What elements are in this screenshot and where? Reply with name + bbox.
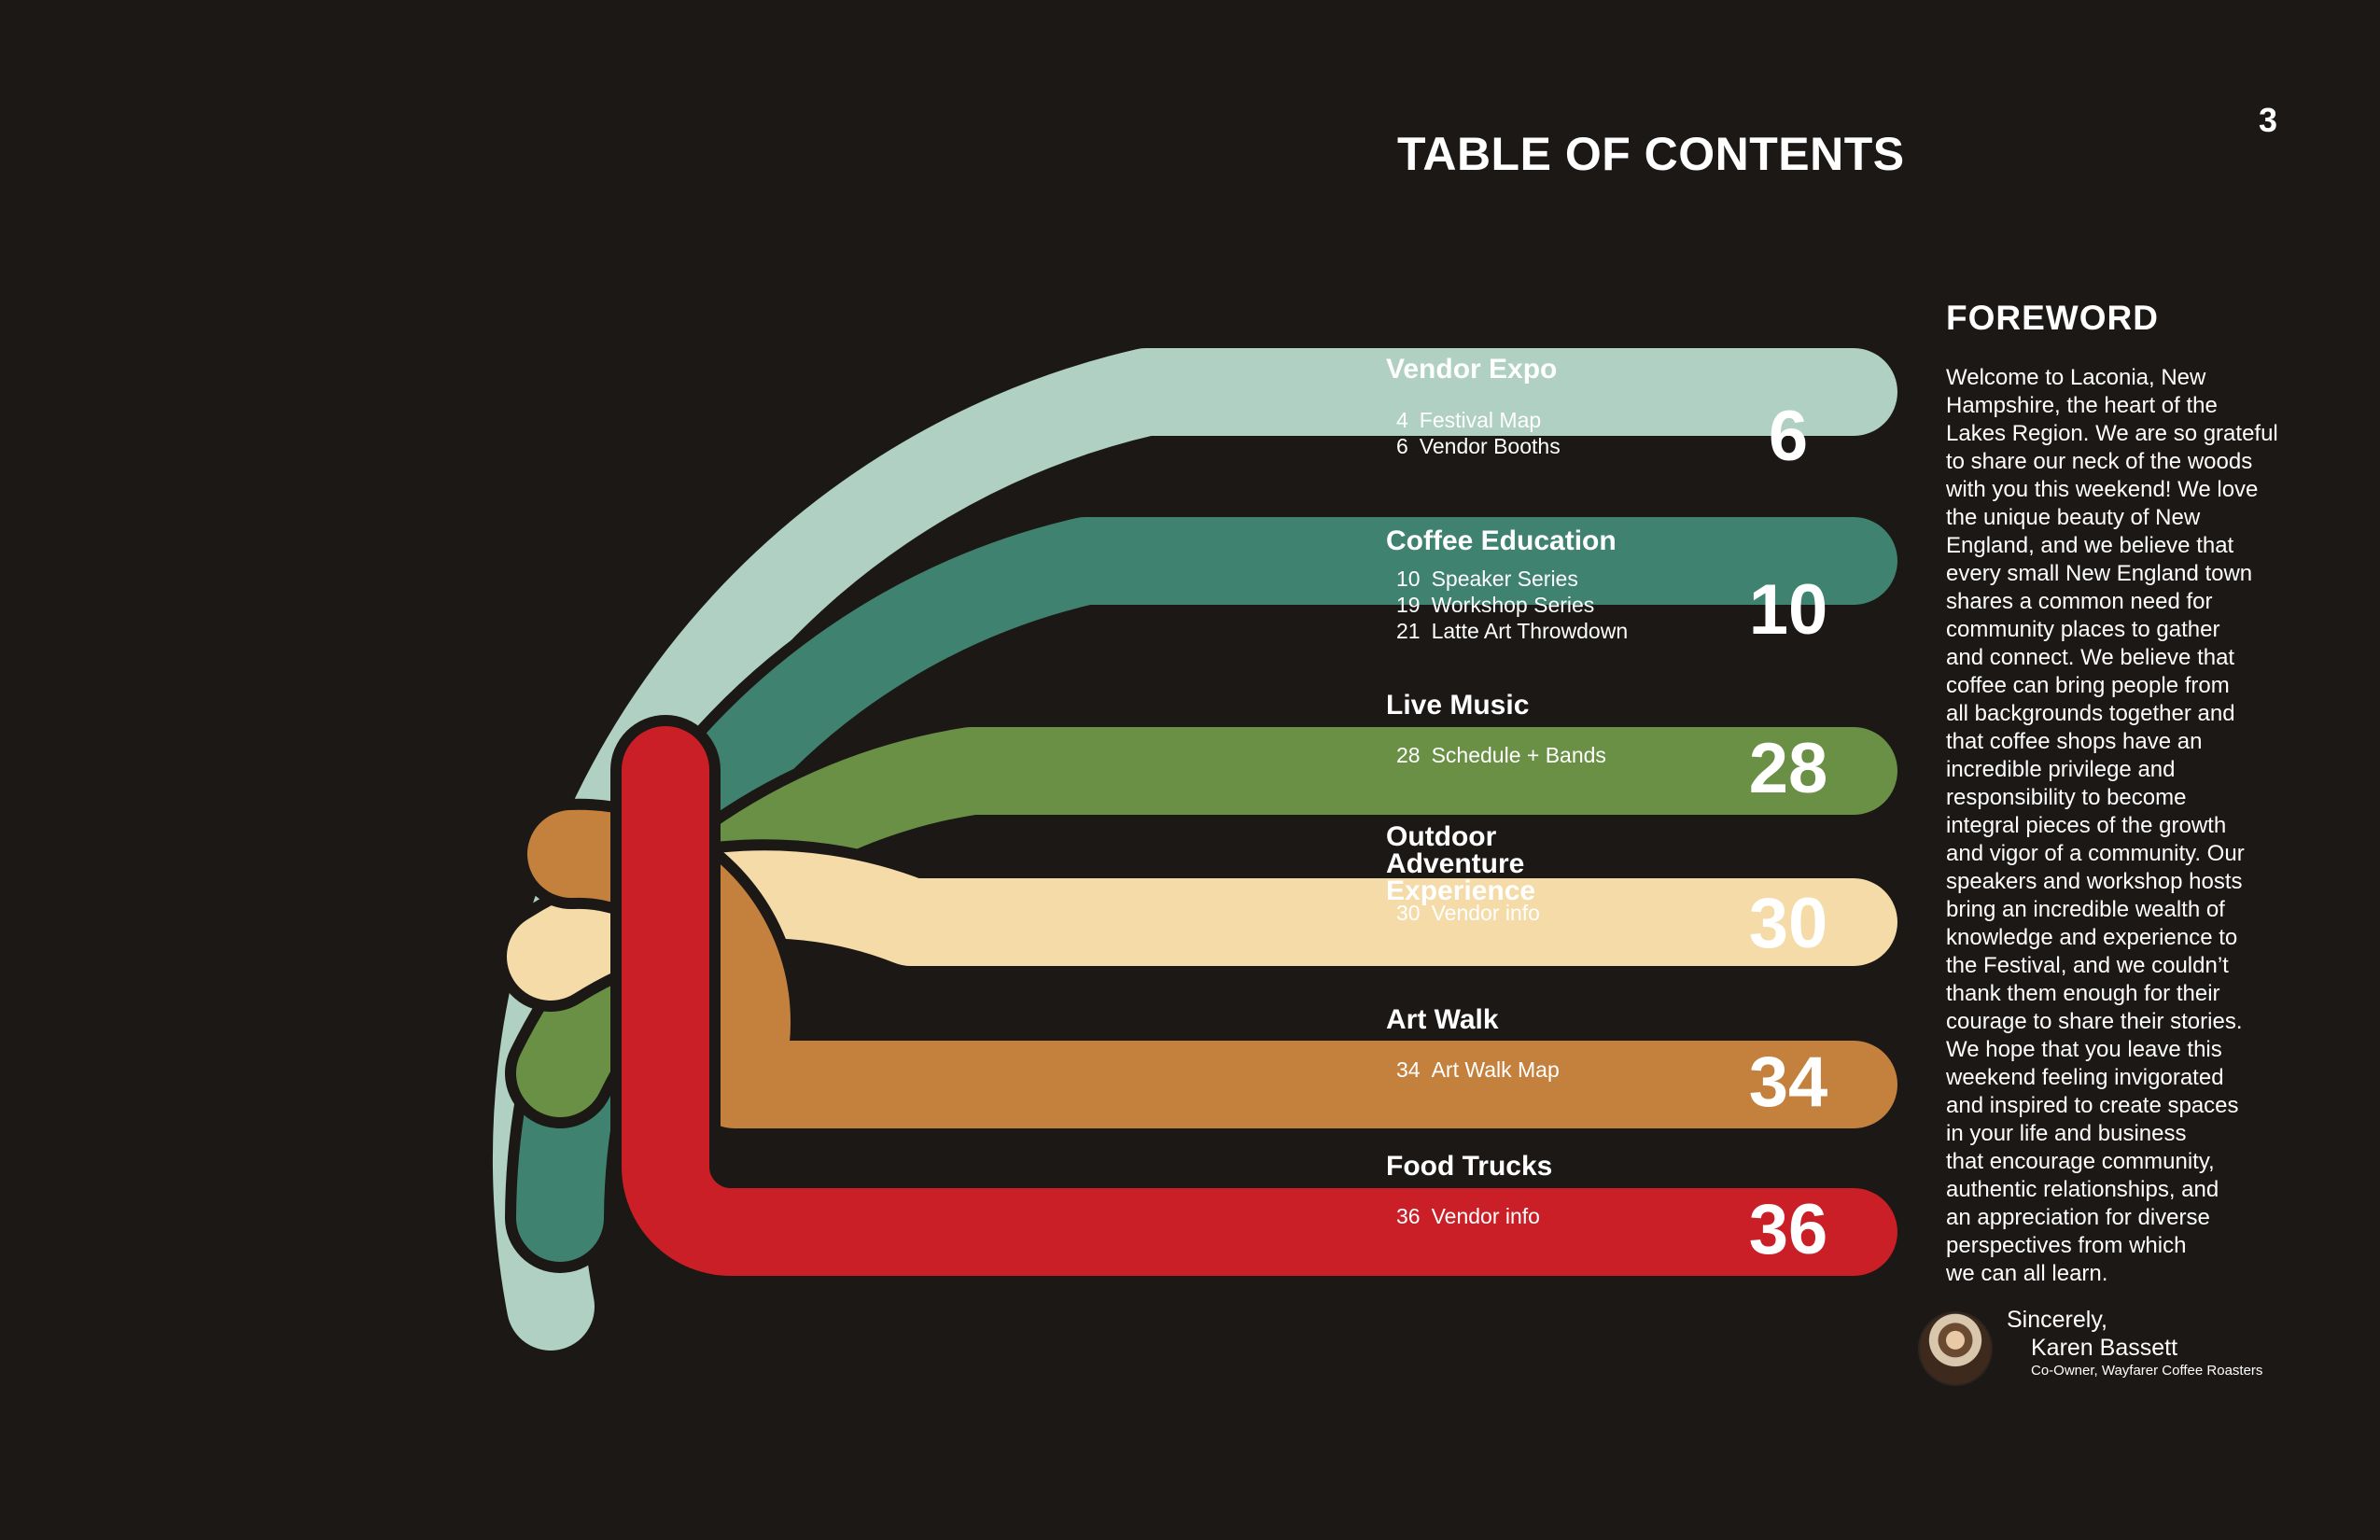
section-items: 4 Festival Map 6 Vendor Booths — [1396, 407, 1561, 459]
toc-entry[interactable]: 34 Art Walk Map — [1396, 1057, 1560, 1083]
entry-page: 21 — [1396, 619, 1421, 643]
foreword-line: courage to share their stories. — [1946, 1009, 2243, 1034]
entry-label: Vendor Booths — [1419, 434, 1561, 458]
foreword-line: that encourage community, — [1946, 1149, 2215, 1174]
section-title: Vendor Expo — [1386, 354, 1558, 385]
foreword-line: and vigor of a community. Our — [1946, 841, 2245, 866]
toc-entry[interactable]: 36 Vendor info — [1396, 1203, 1540, 1229]
foreword-line: that coffee shops have an — [1946, 729, 2203, 754]
foreword-heading: FOREWORD — [1946, 299, 2159, 337]
toc-entry[interactable]: 28 Schedule + Bands — [1396, 742, 1606, 768]
foreword-line: to share our neck of the woods — [1946, 449, 2253, 474]
entry-page: 30 — [1396, 901, 1421, 925]
foreword-line: and connect. We believe that — [1946, 645, 2235, 670]
entry-page: 10 — [1396, 567, 1421, 591]
toc-title: TABLE OF CONTENTS — [1397, 128, 1905, 180]
foreword-line: and inspired to create spaces — [1946, 1093, 2239, 1118]
foreword-line: all backgrounds together and — [1946, 701, 2235, 726]
entry-page: 34 — [1396, 1057, 1421, 1082]
toc-entry[interactable]: 30 Vendor info — [1396, 900, 1540, 926]
page-number: 3 — [2258, 101, 2277, 139]
entry-label: Art Walk Map — [1431, 1057, 1560, 1082]
section-title: Art Walk — [1386, 1004, 1499, 1035]
signoff: Sincerely, — [2007, 1307, 2107, 1333]
foreword-line: Hampshire, the heart of the — [1946, 393, 2218, 418]
section-title: Live Music — [1386, 690, 1530, 721]
foreword-line: we can all learn. — [1946, 1261, 2108, 1286]
author-avatar — [1918, 1311, 1993, 1386]
toc-entry[interactable]: 19 Workshop Series — [1396, 592, 1628, 618]
foreword-line: shares a common need for — [1946, 589, 2213, 614]
toc-entry[interactable]: 21 Latte Art Throwdown — [1396, 618, 1628, 644]
foreword-line: thank them enough for their — [1946, 981, 2220, 1006]
section-items: 30 Vendor info — [1396, 900, 1540, 926]
foreword-line: responsibility to become — [1946, 785, 2187, 810]
foreword-line: Welcome to Laconia, New — [1946, 365, 2206, 390]
foreword-line: speakers and workshop hosts — [1946, 869, 2243, 894]
signer-role: Co-Owner, Wayfarer Coffee Roasters — [2031, 1363, 2263, 1379]
foreword-line: every small New England town — [1946, 561, 2253, 586]
foreword-body: Welcome to Laconia, New Hampshire, the he… — [1946, 364, 2301, 1288]
entry-label: Schedule + Bands — [1431, 743, 1606, 767]
entry-label: Vendor info — [1431, 901, 1540, 925]
foreword-line: authentic relationships, and — [1946, 1177, 2219, 1202]
entry-page: 19 — [1396, 593, 1421, 617]
foreword-line: incredible privilege and — [1946, 757, 2176, 782]
foreword-line: bring an incredible wealth of — [1946, 897, 2225, 922]
entry-label: Speaker Series — [1431, 567, 1578, 591]
foreword-line: perspectives from which — [1946, 1233, 2187, 1258]
foreword-line: an appreciation for diverse — [1946, 1205, 2210, 1230]
signer-name: Karen Bassett — [2031, 1335, 2178, 1361]
section-items: 28 Schedule + Bands — [1396, 742, 1606, 768]
entry-label: Latte Art Throwdown — [1431, 619, 1629, 643]
foreword-line: the Festival, and we couldn’t — [1946, 953, 2229, 978]
section-title: Food Trucks — [1386, 1151, 1553, 1182]
foreword-line: We hope that you leave this — [1946, 1037, 2222, 1062]
entry-page: 4 — [1396, 408, 1408, 432]
foreword-line: community places to gather — [1946, 617, 2220, 642]
section-page-number: 10 — [1748, 570, 1828, 650]
foreword-line: England, and we believe that — [1946, 533, 2234, 558]
entry-label: Festival Map — [1419, 408, 1542, 432]
section-page-number: 28 — [1748, 729, 1828, 808]
section-page-number: 36 — [1748, 1190, 1828, 1269]
toc-entry[interactable]: 4 Festival Map — [1396, 407, 1561, 433]
section-page-number: 34 — [1748, 1043, 1828, 1122]
foreword-line: in your life and business — [1946, 1121, 2187, 1146]
entry-label: Workshop Series — [1431, 593, 1595, 617]
foreword-line: the unique beauty of New — [1946, 505, 2201, 530]
section-page-number: 30 — [1748, 884, 1828, 963]
foreword-line: coffee can bring people from — [1946, 673, 2230, 698]
foreword-line: Lakes Region. We are so grateful — [1946, 421, 2278, 446]
toc-entry[interactable]: 10 Speaker Series — [1396, 566, 1628, 592]
section-items: 10 Speaker Series 19 Workshop Series 21 Lat… — [1396, 566, 1628, 644]
foreword-line: integral pieces of the growth — [1946, 813, 2227, 838]
section-page-number: 6 — [1768, 397, 1809, 476]
section-title: Coffee Education — [1386, 525, 1617, 556]
band-food-trucks — [622, 726, 1897, 1276]
section-title: Outdoor Adventure Experience — [1386, 821, 1536, 906]
section-items: 34 Art Walk Map — [1396, 1057, 1560, 1083]
entry-page: 6 — [1396, 434, 1408, 458]
foreword-line: knowledge and experience to — [1946, 925, 2238, 950]
foreword-line: weekend feeling invigorated — [1946, 1065, 2224, 1090]
entry-page: 28 — [1396, 743, 1421, 767]
toc-entry[interactable]: 6 Vendor Booths — [1396, 433, 1561, 459]
foreword-line: with you this weekend! We love — [1946, 477, 2259, 502]
section-items: 36 Vendor info — [1396, 1203, 1540, 1229]
entry-page: 36 — [1396, 1204, 1421, 1228]
entry-label: Vendor info — [1431, 1204, 1540, 1228]
